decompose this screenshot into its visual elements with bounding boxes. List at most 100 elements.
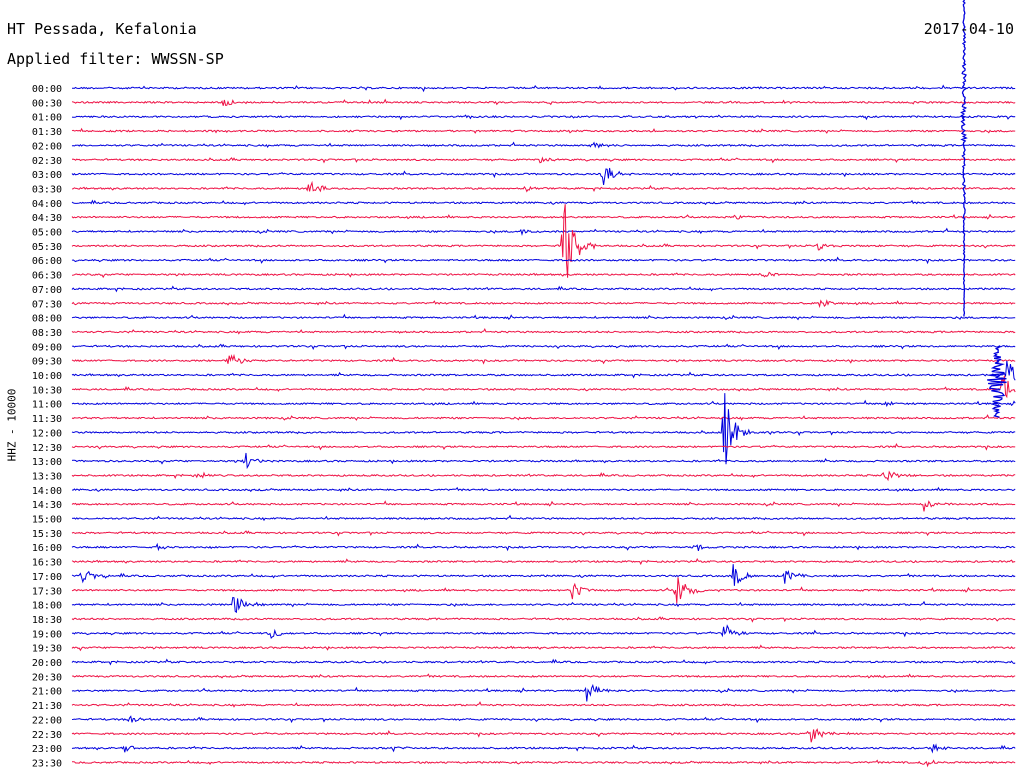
row-time-label: 21:00: [32, 687, 62, 698]
row-time-label: 13:00: [32, 457, 62, 468]
row-time-label: 21:30: [32, 701, 62, 712]
row-time-label: 08:00: [32, 314, 62, 325]
row-time-label: 16:00: [32, 543, 62, 554]
row-time-label: 04:30: [32, 213, 62, 224]
trace-row: [71, 360, 1016, 381]
trace-row: [71, 393, 1016, 465]
trace-row: [71, 530, 1016, 537]
row-time-label: 20:00: [32, 658, 62, 669]
row-time-label: 03:30: [32, 184, 62, 195]
trace-row: [71, 486, 1016, 493]
row-time-label: 02:30: [32, 156, 62, 167]
trace-row: [71, 114, 1016, 121]
trace-row: [71, 728, 1016, 743]
row-time-label: 02:00: [32, 141, 62, 152]
trace-row: [71, 375, 1016, 399]
row-time-label: 23:00: [32, 744, 62, 755]
trace-row: [71, 683, 1016, 702]
trace-row: [72, 759, 1016, 768]
trace-row: [71, 327, 1016, 335]
filter-subtitle: Applied filter: WWSSN-SP: [7, 50, 224, 68]
trace-row: [71, 313, 1016, 321]
row-time-label: 06:30: [32, 271, 62, 282]
trace-row: [71, 658, 1016, 666]
trace-row: [72, 84, 1016, 93]
trace-row: [71, 399, 1016, 408]
row-time-label: 09:00: [32, 342, 62, 353]
trace-row: [71, 624, 1016, 639]
row-time-label: 04:00: [32, 199, 62, 210]
row-time-label: 01:00: [32, 113, 62, 124]
trace-row: [71, 256, 1016, 265]
channel-label: HHZ - 10000: [5, 388, 19, 462]
trace-row: [71, 167, 1016, 185]
row-time-label: 12:30: [32, 443, 62, 454]
row-time-label: 11:00: [32, 400, 62, 411]
trace-row: [71, 98, 1016, 106]
row-time-label: 17:00: [32, 572, 62, 583]
row-time-label: 17:30: [32, 586, 62, 597]
row-time-label: 18:00: [32, 601, 62, 612]
row-time-label: 12:00: [32, 428, 62, 439]
trace-row: [71, 701, 1016, 708]
trace-row: [71, 199, 1016, 206]
row-time-label: 03:00: [32, 170, 62, 181]
trace-row: [71, 414, 1016, 421]
row-time-label: 15:00: [32, 515, 62, 526]
trace-row: [71, 470, 1016, 482]
date-label: 2017-04-10: [923, 20, 1014, 38]
trace-row: [71, 213, 1016, 220]
trace-row: [71, 616, 1016, 623]
trace-row: [71, 227, 1016, 236]
row-time-label: 06:00: [32, 256, 62, 267]
trace-row: [71, 353, 1016, 365]
trace-row: [71, 577, 1016, 604]
row-time-label: 05:00: [32, 228, 62, 239]
row-time-label: 18:30: [32, 615, 62, 626]
row-time-label: 14:30: [32, 500, 62, 511]
row-time-label: 11:30: [32, 414, 62, 425]
trace-row: [71, 180, 1016, 193]
row-time-label: 22:00: [32, 715, 62, 726]
row-time-label: 08:30: [32, 328, 62, 339]
row-time-label: 10:00: [32, 371, 62, 382]
row-time-label: 16:30: [32, 558, 62, 569]
major-event-spike: [960, 0, 968, 317]
trace-row: [71, 542, 1016, 552]
trace-row: [71, 644, 1016, 652]
row-time-label: 22:30: [32, 730, 62, 741]
seismic-traces: [71, 0, 1016, 768]
row-time-label: 20:30: [32, 672, 62, 683]
trace-row: [71, 558, 1016, 566]
major-event-spike-2: [987, 345, 1007, 418]
row-time-label: 23:30: [32, 758, 62, 769]
row-time-label: 14:00: [32, 486, 62, 497]
row-time-label: 00:30: [32, 98, 62, 109]
row-time-label: 19:00: [32, 629, 62, 640]
row-time-label: 09:30: [32, 357, 62, 368]
trace-row: [71, 514, 1016, 522]
trace-row: [71, 673, 1016, 679]
trace-row: [71, 715, 1016, 724]
trace-row: [71, 564, 1016, 586]
trace-row: [71, 271, 1016, 279]
trace-row: [71, 156, 1016, 164]
trace-row: [71, 204, 1016, 278]
row-time-label: 00:00: [32, 84, 62, 95]
row-time-label: 13:30: [32, 471, 62, 482]
trace-row: [71, 596, 1016, 614]
trace-row: [71, 500, 1016, 512]
row-time-label: 05:30: [32, 242, 62, 253]
row-time-label: 19:30: [32, 644, 62, 655]
station-title: HT Pessada, Kefalonia: [7, 20, 197, 38]
trace-row: [71, 127, 1016, 134]
row-time-label: 07:30: [32, 299, 62, 310]
row-time-label: 10:30: [32, 385, 62, 396]
row-time-label: 07:00: [32, 285, 62, 296]
row-time-label: 01:30: [32, 127, 62, 138]
trace-row: [71, 743, 1016, 754]
trace-row: [71, 285, 1016, 293]
row-time-label: 15:30: [32, 529, 62, 540]
trace-row: [71, 452, 1016, 470]
